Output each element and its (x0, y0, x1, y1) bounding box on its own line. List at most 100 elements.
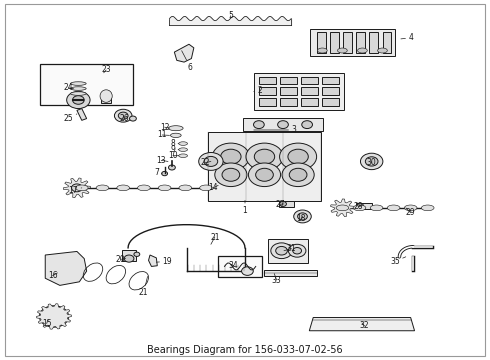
Circle shape (253, 121, 264, 129)
Polygon shape (265, 270, 317, 276)
Bar (301, 98, 319, 106)
Text: 29: 29 (406, 208, 416, 217)
Circle shape (212, 143, 249, 170)
Text: 18: 18 (296, 214, 306, 223)
Text: 35: 35 (390, 257, 406, 266)
Ellipse shape (71, 92, 86, 95)
Bar (269, 239, 308, 263)
Text: 15: 15 (42, 319, 51, 328)
Ellipse shape (358, 48, 368, 53)
Text: Bearings Diagram for 156-033-07-02-56: Bearings Diagram for 156-033-07-02-56 (147, 345, 343, 355)
Polygon shape (77, 109, 87, 120)
Text: 17: 17 (69, 185, 82, 194)
Circle shape (73, 96, 84, 104)
Ellipse shape (158, 185, 171, 191)
Text: 16: 16 (48, 271, 57, 280)
Circle shape (280, 202, 287, 206)
Text: 30: 30 (367, 158, 376, 167)
Bar (322, 87, 339, 95)
Ellipse shape (71, 87, 86, 90)
Circle shape (248, 163, 281, 186)
Circle shape (288, 149, 308, 164)
Ellipse shape (338, 48, 347, 53)
Circle shape (357, 203, 364, 208)
Circle shape (280, 143, 317, 170)
Text: 26: 26 (120, 114, 129, 123)
Text: 22: 22 (200, 158, 211, 167)
Text: 21: 21 (210, 233, 220, 244)
Ellipse shape (179, 185, 192, 191)
Text: 19: 19 (156, 257, 172, 266)
Circle shape (129, 116, 136, 121)
Text: 11: 11 (157, 130, 170, 139)
Ellipse shape (171, 133, 181, 138)
Circle shape (72, 184, 82, 192)
Circle shape (276, 247, 288, 255)
Text: 5: 5 (228, 11, 233, 20)
Circle shape (361, 153, 383, 170)
Ellipse shape (100, 90, 112, 102)
Text: 13: 13 (156, 156, 168, 165)
Ellipse shape (138, 185, 150, 191)
Bar (301, 77, 319, 85)
Bar (317, 32, 326, 53)
Ellipse shape (179, 154, 188, 157)
Circle shape (39, 306, 69, 327)
Text: 23: 23 (101, 66, 111, 75)
Bar (369, 32, 378, 53)
Text: 24: 24 (64, 83, 74, 92)
Text: 10: 10 (168, 151, 179, 160)
Bar (218, 256, 262, 277)
Ellipse shape (421, 205, 434, 211)
Bar (322, 98, 339, 106)
Circle shape (169, 165, 175, 170)
Ellipse shape (117, 185, 129, 191)
Polygon shape (330, 199, 355, 217)
Polygon shape (45, 251, 87, 285)
Text: 12: 12 (160, 123, 170, 132)
Bar (101, 98, 111, 103)
Circle shape (50, 314, 58, 319)
Circle shape (271, 243, 292, 258)
Circle shape (293, 248, 301, 254)
Bar (259, 77, 276, 85)
Text: 6: 6 (182, 51, 193, 72)
Ellipse shape (336, 205, 349, 211)
Circle shape (282, 163, 314, 186)
Polygon shape (174, 44, 194, 62)
Text: 8: 8 (171, 139, 179, 148)
Circle shape (204, 157, 218, 166)
Ellipse shape (169, 126, 183, 131)
Text: 33: 33 (272, 274, 282, 284)
Ellipse shape (75, 185, 88, 191)
Text: 2: 2 (254, 86, 262, 95)
Circle shape (115, 109, 132, 122)
Text: 1: 1 (243, 201, 247, 215)
Bar (310, 29, 395, 56)
Bar (253, 73, 343, 110)
Bar (301, 87, 319, 95)
Bar (122, 250, 136, 261)
Bar (330, 32, 339, 53)
Circle shape (67, 91, 90, 109)
Circle shape (256, 168, 273, 181)
Bar (356, 32, 365, 53)
Text: 25: 25 (64, 114, 77, 123)
Text: 20: 20 (116, 255, 125, 264)
Text: 14: 14 (209, 183, 218, 192)
Ellipse shape (200, 185, 212, 191)
Ellipse shape (370, 205, 383, 211)
Text: 7: 7 (154, 168, 162, 177)
Text: 34: 34 (228, 261, 238, 270)
Circle shape (289, 168, 307, 181)
Ellipse shape (318, 48, 327, 53)
Circle shape (242, 267, 253, 275)
Circle shape (246, 143, 283, 170)
Circle shape (45, 310, 63, 323)
Circle shape (222, 168, 240, 181)
Text: 31: 31 (284, 244, 296, 253)
Bar (343, 32, 352, 53)
Polygon shape (309, 318, 415, 331)
Text: 9: 9 (171, 145, 179, 154)
Bar (259, 87, 276, 95)
